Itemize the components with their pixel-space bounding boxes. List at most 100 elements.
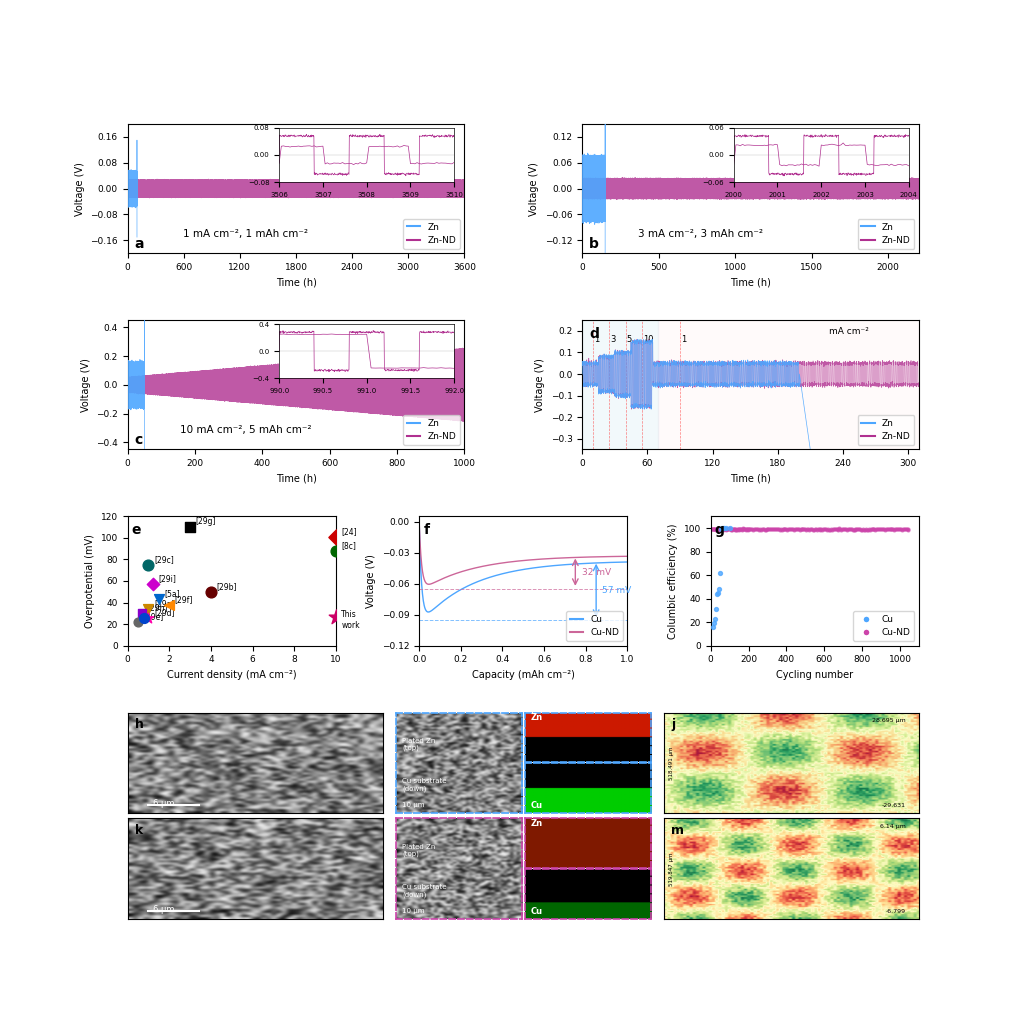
Text: 1: 1 [594,335,599,344]
Text: 5: 5 [627,335,632,344]
Point [797,521,814,537]
Point [890,521,907,537]
Point [883,521,900,537]
Point [789,521,806,537]
Point [759,522,775,538]
Point [839,522,856,538]
Point [764,521,780,537]
Text: 519.847 μm: 519.847 μm [669,852,674,885]
Text: 3 mA cm⁻², 3 mAh cm⁻²: 3 mA cm⁻², 3 mAh cm⁻² [637,229,763,239]
Point [730,522,746,538]
Point [892,521,909,537]
Point [709,601,725,618]
Point [877,522,893,538]
Point [796,521,813,537]
Point [747,521,764,537]
Point [728,521,744,537]
Y-axis label: Voltage (V): Voltage (V) [367,554,377,607]
Y-axis label: Voltage (V): Voltage (V) [75,161,85,216]
Point [801,521,818,537]
Point [861,521,877,537]
Point [889,521,906,537]
Point [328,542,344,559]
Point [831,521,847,537]
Point [872,521,888,537]
Point [704,619,721,635]
Point [729,522,745,538]
Point [852,521,868,537]
Point [730,521,746,537]
Point [733,521,749,537]
Text: b: b [589,237,598,251]
Point [703,521,720,537]
Point [812,521,828,537]
Point [712,521,728,537]
Text: 32 mV: 32 mV [582,568,611,576]
Point [893,522,910,538]
Point [885,521,902,537]
Point [760,521,776,537]
Point [835,521,852,537]
Point [706,521,722,537]
Bar [659,320,919,449]
Point [827,521,843,537]
Point [328,529,344,545]
Point [837,521,854,537]
Text: Zn: Zn [531,713,543,722]
Y-axis label: Voltage (V): Voltage (V) [529,161,539,216]
Point [790,521,807,537]
Bar [582,320,659,449]
Point [844,522,861,538]
X-axis label: Current density (mA cm⁻²): Current density (mA cm⁻²) [166,669,296,680]
Point [757,522,773,538]
Text: j: j [671,718,676,730]
Point [718,521,734,537]
Text: g: g [715,523,725,537]
Point [858,521,874,537]
Legend: Zn, Zn-ND: Zn, Zn-ND [858,415,915,445]
Y-axis label: Columbic efficiency (%): Columbic efficiency (%) [668,524,678,638]
Point [793,521,810,537]
Point [140,557,156,573]
Text: 1: 1 [681,335,686,344]
Point [873,521,889,537]
Point [891,522,908,538]
Point [778,521,794,537]
Point [740,521,757,537]
Text: 6.14 μm: 6.14 μm [880,823,906,828]
Point [770,521,786,537]
Point [744,522,761,538]
Point [720,522,736,538]
Point [863,521,879,537]
Text: h: h [135,718,144,730]
Point [897,522,914,538]
Point [842,521,859,537]
Point [813,522,829,538]
Point [799,521,816,537]
Point [739,521,756,537]
Point [716,521,732,537]
Text: [29h]: [29h] [148,603,168,613]
Point [791,522,808,538]
Text: 518.491 μm: 518.491 μm [669,746,674,780]
Point [780,521,796,537]
Text: [5a]: [5a] [164,590,180,598]
Point [725,521,741,537]
Point [716,520,732,536]
Point [798,522,815,538]
Point [871,521,887,537]
Point [704,521,721,537]
Point [882,521,898,537]
Point [738,521,755,537]
Text: -29.631: -29.631 [882,804,906,809]
Point [785,521,801,537]
Point [896,521,913,537]
Point [795,521,812,537]
Text: 28.695 μm: 28.695 μm [872,718,906,722]
Text: Plated Zn
(top): Plated Zn (top) [402,844,435,857]
Text: [29e]: [29e] [144,613,163,621]
Text: 57 mV: 57 mV [602,586,632,595]
Point [866,521,882,537]
Point [709,521,725,537]
Point [766,521,782,537]
